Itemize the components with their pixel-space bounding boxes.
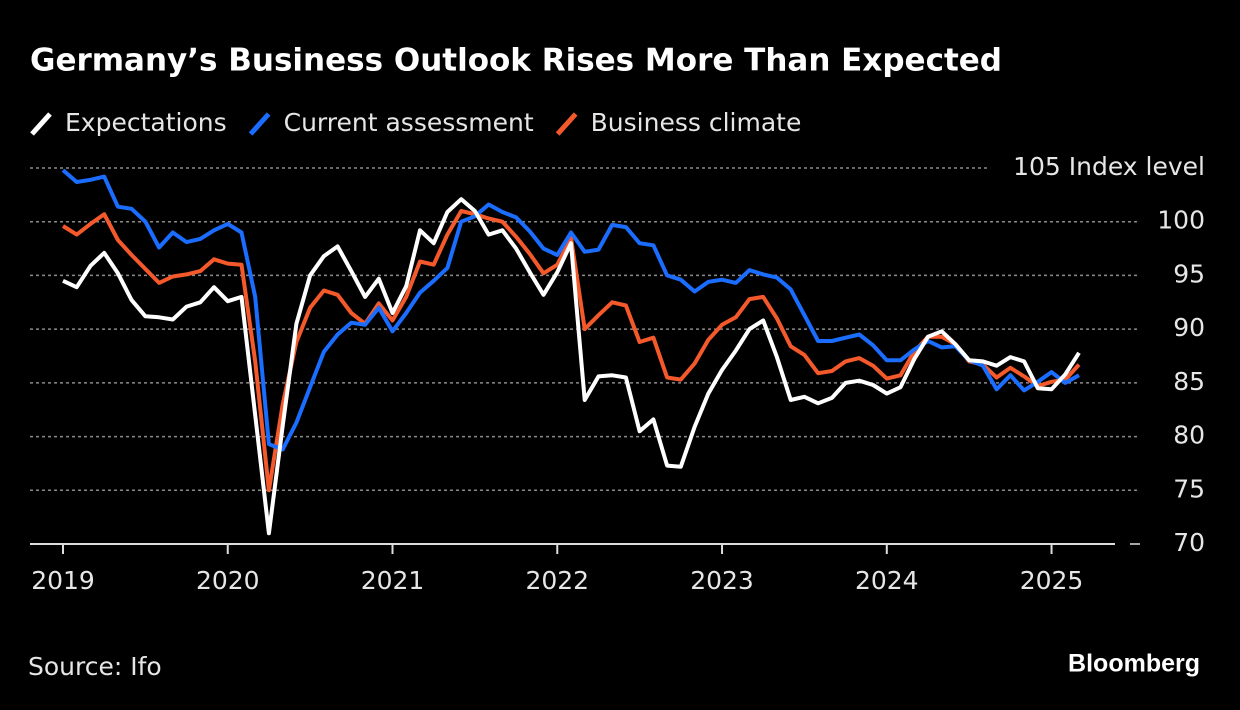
legend-swatch xyxy=(555,112,578,136)
y-tick-label: 75 xyxy=(1173,474,1205,503)
y-tick-label: 100 xyxy=(1157,206,1205,235)
y-tick-label: 70 xyxy=(1173,528,1205,557)
brand: Bloomberg xyxy=(1068,650,1200,678)
legend-swatch xyxy=(248,112,271,136)
x-tick-label: 2020 xyxy=(196,566,260,595)
legend-label: Business climate xyxy=(591,108,802,137)
y-tick-label: 95 xyxy=(1173,259,1205,288)
x-tick-label: 2021 xyxy=(361,566,425,595)
x-tick-label: 2022 xyxy=(525,566,589,595)
series-line xyxy=(62,197,1081,536)
source: Source: Ifo xyxy=(28,652,162,681)
series-line xyxy=(61,168,1080,452)
y-tick-label: 105 Index level xyxy=(1013,152,1205,181)
legend-swatch xyxy=(30,112,52,136)
x-tick-label: 2023 xyxy=(690,566,754,595)
y-tick-label: 90 xyxy=(1173,313,1205,342)
x-tick-label: 2019 xyxy=(31,566,95,595)
legend-label: Current assessment xyxy=(284,108,534,137)
series-line xyxy=(61,209,1081,493)
y-tick-label: 80 xyxy=(1173,421,1205,450)
legend-label: Expectations xyxy=(65,108,227,137)
x-tick-label: 2024 xyxy=(855,566,919,595)
y-tick-label: 85 xyxy=(1173,367,1205,396)
chart-title: Germany’s Business Outlook Rises More Th… xyxy=(30,43,1002,79)
x-tick-label: 2025 xyxy=(1020,566,1084,595)
